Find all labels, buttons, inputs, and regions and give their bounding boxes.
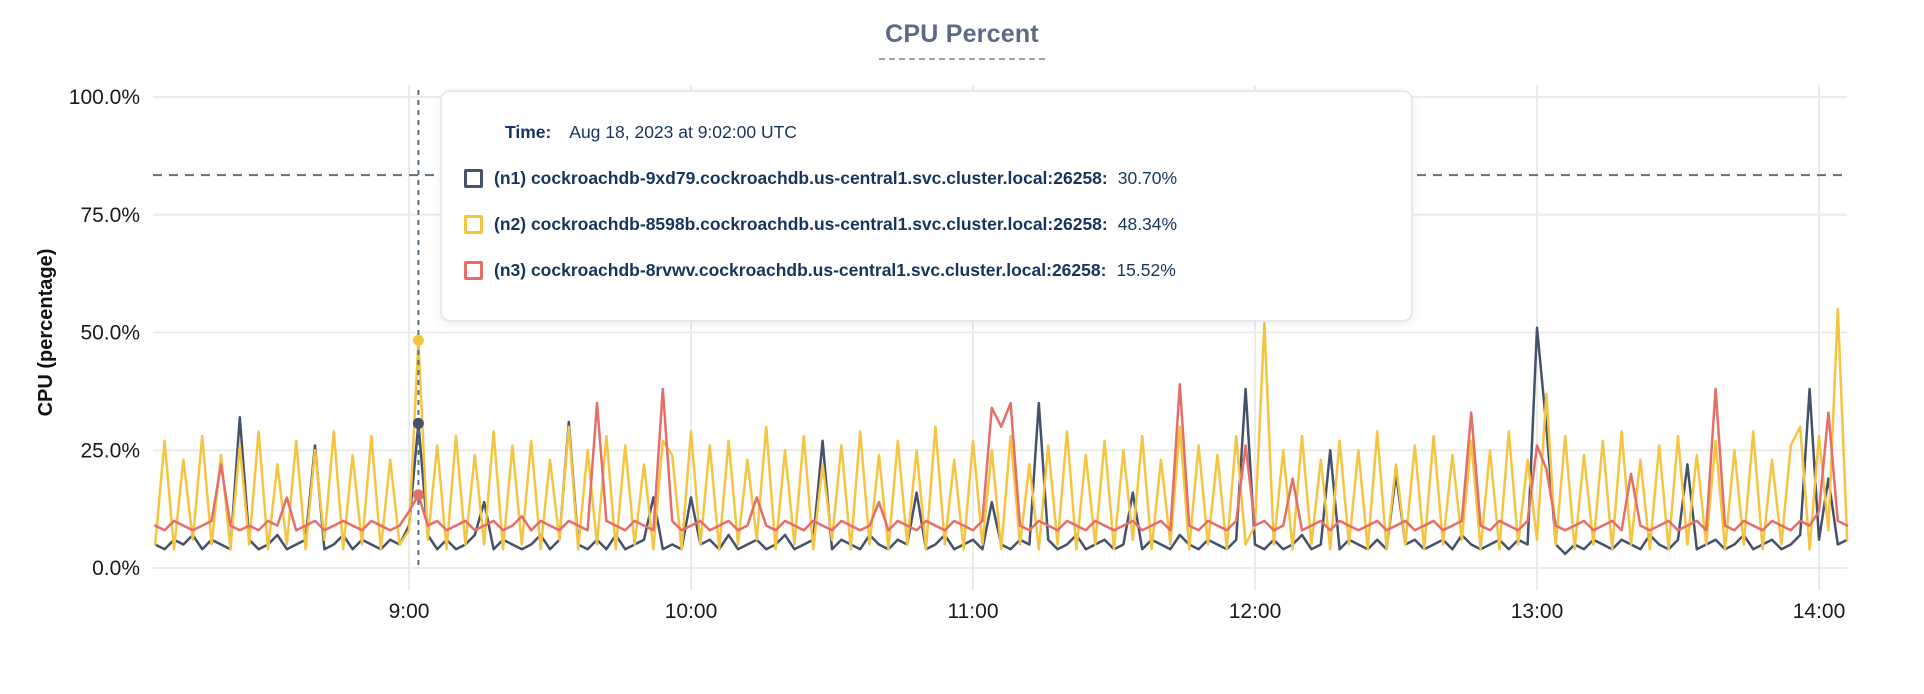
tooltip-n2-name: (n2) cockroachdb-8598b.cockroachdb.us-ce… [494,214,1108,234]
tooltip-n2-value: 48.34% [1117,214,1178,234]
series-line-n2 [153,307,1849,551]
tooltip-n3-value: 15.52% [1116,260,1176,280]
series-n3-color-swatch-icon [464,261,483,280]
chart-title-wrap: CPU Percent [0,20,1924,60]
hover-dot-n1 [412,417,424,429]
tooltip-time-label: Time: [505,122,552,142]
series-line-n3 [153,383,1849,532]
y-axis-tick-label: 50.0% [80,322,140,345]
series-n1-color-swatch-icon [464,169,483,188]
y-axis-tick-label: 75.0% [80,204,140,227]
y-axis-title: CPU (percentage) [35,249,57,417]
hover-dot-n3 [412,489,424,501]
hover-dot-n2 [412,334,424,346]
x-axis-tick-label: 11:00 [948,600,999,623]
series-n2-color-swatch-icon [464,215,483,234]
tooltip-time-row: Time: Aug 18, 2023 at 9:02:00 UTC [505,122,1387,143]
x-axis-tick-label: 10:00 [665,600,718,623]
x-axis-tick-label: 13:00 [1511,600,1564,623]
chart-tooltip: Time: Aug 18, 2023 at 9:02:00 UTC (n1) c… [440,90,1413,322]
tooltip-row-n3: (n3) cockroachdb-8rvwv.cockroachdb.us-ce… [464,260,1387,281]
x-axis-tick-label: 9:00 [389,600,430,623]
tooltip-n3-name: (n3) cockroachdb-8rvwv.cockroachdb.us-ce… [494,260,1107,280]
y-axis-tick-label: 25.0% [80,439,140,462]
x-axis-tick-label: 14:00 [1793,600,1846,623]
tooltip-row-n2: (n2) cockroachdb-8598b.cockroachdb.us-ce… [464,214,1387,235]
tooltip-time-value: Aug 18, 2023 at 9:02:00 UTC [569,122,797,142]
chart-title: CPU Percent [879,20,1045,60]
tooltip-n1-value: 30.70% [1117,168,1178,188]
y-axis-tick-label: 0.0% [92,557,140,580]
x-axis-tick-label: 12:00 [1229,600,1282,623]
tooltip-n1-name: (n1) cockroachdb-9xd79.cockroachdb.us-ce… [494,168,1108,188]
y-axis-tick-label: 100.0% [69,86,140,109]
tooltip-row-n1: (n1) cockroachdb-9xd79.cockroachdb.us-ce… [464,168,1387,189]
